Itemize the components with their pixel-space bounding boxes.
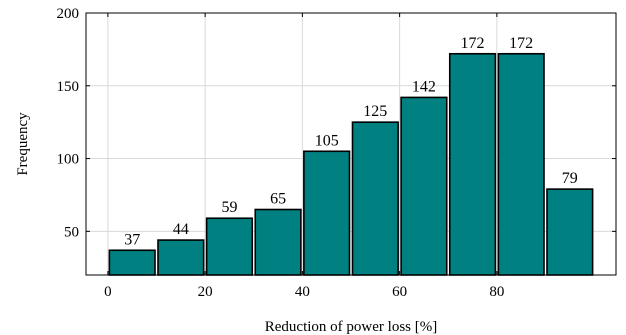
bar bbox=[254, 208, 302, 276]
bar bbox=[546, 188, 594, 276]
bar bbox=[303, 150, 351, 276]
y-tick-label: 200 bbox=[57, 6, 80, 22]
bar bbox=[497, 52, 545, 276]
bar-value-label: 172 bbox=[509, 35, 533, 52]
axis-ticks bbox=[86, 12, 616, 275]
bar-value-label: 79 bbox=[562, 170, 578, 187]
bar bbox=[205, 217, 254, 276]
x-tick-label: 60 bbox=[392, 284, 407, 300]
bar-value-label: 65 bbox=[270, 191, 286, 208]
bar bbox=[157, 239, 205, 276]
y-tick-label: 150 bbox=[57, 79, 80, 95]
bar-value-label: 105 bbox=[315, 132, 339, 149]
x-tick-label: 0 bbox=[104, 284, 112, 300]
bar-value-label: 125 bbox=[363, 103, 387, 120]
x-axis-label: Reduction of power loss [%] bbox=[265, 319, 437, 335]
bar bbox=[108, 249, 156, 276]
x-tick-label: 80 bbox=[489, 284, 504, 300]
bar bbox=[400, 96, 448, 276]
y-axis-label: Frequency bbox=[15, 112, 31, 176]
bar-value-label: 37 bbox=[124, 231, 140, 248]
bar-value-label: 44 bbox=[173, 221, 189, 238]
bar-value-label: 142 bbox=[412, 78, 436, 95]
x-tick-label: 40 bbox=[295, 284, 310, 300]
bar-value-label: 172 bbox=[461, 35, 485, 52]
x-tick-label: 20 bbox=[198, 284, 213, 300]
bar bbox=[448, 52, 497, 276]
y-tick-label: 100 bbox=[57, 152, 80, 168]
bar-value-label: 59 bbox=[221, 199, 237, 216]
bars-group bbox=[108, 52, 594, 276]
y-tick-label: 50 bbox=[64, 224, 79, 240]
data-labels-group: 37 44 59 65 105 125 142 172 172 79 bbox=[124, 35, 578, 249]
plot-frame bbox=[85, 12, 617, 276]
tick-labels-group: 0 20 40 60 80 50 100 150 200 bbox=[57, 6, 505, 300]
bar bbox=[351, 121, 399, 276]
